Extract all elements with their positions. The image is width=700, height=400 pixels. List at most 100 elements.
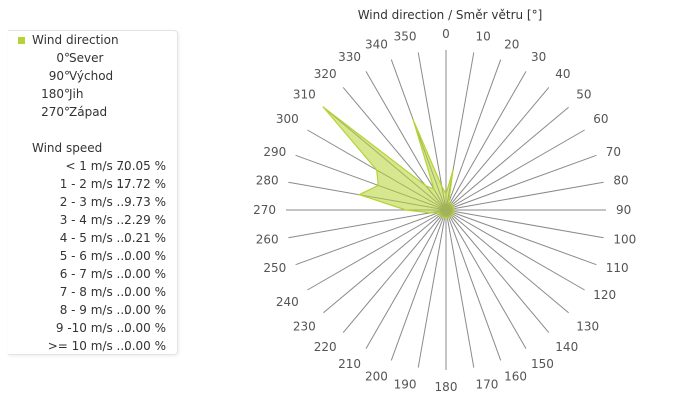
angle-tick-label: 100 xyxy=(613,233,636,247)
data-point[interactable] xyxy=(452,213,454,215)
angle-tick-label: 240 xyxy=(276,295,299,309)
spoke-line xyxy=(307,209,447,291)
data-point[interactable] xyxy=(441,216,443,218)
data-point[interactable] xyxy=(453,209,455,211)
data-point[interactable] xyxy=(358,193,361,196)
angle-tick-label: 0 xyxy=(442,27,450,41)
data-point[interactable] xyxy=(429,212,432,214)
wind-speed-row: 4 - 5 m/s ... 0.21 % xyxy=(8,229,178,247)
speed-range: 3 - 4 m/s ... xyxy=(59,213,128,227)
angle-tick-label: 290 xyxy=(263,145,286,159)
angle-tick-label: 230 xyxy=(293,319,316,333)
data-point[interactable] xyxy=(412,119,415,121)
direction-degree: 180° xyxy=(41,87,70,101)
data-point[interactable] xyxy=(441,185,443,188)
data-point[interactable] xyxy=(437,211,440,214)
spoke-line xyxy=(288,209,447,239)
legend-series-label: Wind direction xyxy=(32,33,119,47)
data-point[interactable] xyxy=(453,207,455,210)
data-point[interactable] xyxy=(433,188,435,190)
legend-direction-row: 0° Sever xyxy=(8,49,178,67)
data-point[interactable] xyxy=(322,106,325,108)
data-point[interactable] xyxy=(424,184,427,187)
angle-tick-label: 60 xyxy=(593,112,608,126)
spoke-line xyxy=(445,129,585,211)
wind-speed-row: 7 - 8 m/s ... 0.00 % xyxy=(8,283,178,301)
wind-speed-row: < 1 m/s ... 70.05 % xyxy=(8,157,178,175)
data-point[interactable] xyxy=(447,216,450,219)
data-point[interactable] xyxy=(439,214,441,216)
legend-direction-row: 270° Západ xyxy=(8,103,178,121)
angle-tick-label: 260 xyxy=(256,233,279,247)
data-point[interactable] xyxy=(451,214,453,216)
data-point[interactable] xyxy=(449,202,451,204)
wind-speed-row: 3 - 4 m/s ... 2.29 % xyxy=(8,211,178,229)
data-point[interactable] xyxy=(442,216,445,219)
data-point[interactable] xyxy=(449,216,451,218)
data-point[interactable] xyxy=(443,217,446,219)
data-point[interactable] xyxy=(450,215,452,217)
data-point[interactable] xyxy=(447,201,450,204)
angle-tick-label: 10 xyxy=(476,30,491,44)
data-point[interactable] xyxy=(377,184,380,187)
angle-tick-label: 270 xyxy=(253,203,276,217)
speed-percentage: 0.00 % xyxy=(124,321,166,335)
wind-direction-area[interactable] xyxy=(322,106,455,219)
spoke-line xyxy=(365,209,447,349)
data-point[interactable] xyxy=(452,205,454,207)
spoke-line xyxy=(417,52,447,211)
speed-range: 6 - 7 m/s ... xyxy=(59,267,128,281)
data-point[interactable] xyxy=(446,217,449,219)
angle-tick-label: 20 xyxy=(504,37,519,51)
data-point[interactable] xyxy=(453,210,455,213)
series-color-swatch xyxy=(18,37,25,44)
speed-percentage: 0.00 % xyxy=(124,339,166,353)
speed-percentage: 0.21 % xyxy=(124,231,166,245)
spoke-line xyxy=(390,209,447,361)
spoke-line xyxy=(445,209,502,361)
data-point[interactable] xyxy=(445,217,447,219)
data-point[interactable] xyxy=(445,193,447,195)
angle-tick-label: 320 xyxy=(314,67,337,81)
angle-tick-label: 250 xyxy=(263,261,286,275)
direction-name: Sever xyxy=(69,51,104,65)
angle-tick-label: 350 xyxy=(394,30,417,44)
data-point[interactable] xyxy=(452,211,455,214)
speed-range: < 1 m/s ... xyxy=(65,159,128,173)
wind-speed-row: 9 -10 m/s ... 0.00 % xyxy=(8,319,178,337)
direction-degree: 0° xyxy=(56,51,70,65)
spoke-line xyxy=(445,154,597,211)
data-point[interactable] xyxy=(452,169,454,172)
direction-name: Jih xyxy=(69,87,84,101)
data-point[interactable] xyxy=(450,203,452,205)
speed-range: 7 - 8 m/s ... xyxy=(59,285,128,299)
speed-percentage: 0.00 % xyxy=(124,267,166,281)
data-point[interactable] xyxy=(451,204,453,206)
speed-percentage: 0.00 % xyxy=(124,249,166,263)
data-point[interactable] xyxy=(452,206,455,209)
angle-tick-label: 170 xyxy=(476,377,499,391)
data-point[interactable] xyxy=(438,213,440,215)
spoke-line xyxy=(445,71,527,211)
legend-direction-row: 180° Jih xyxy=(8,85,178,103)
spoke-line xyxy=(323,209,447,314)
spoke-line xyxy=(445,87,550,211)
angle-tick-label: 190 xyxy=(394,377,417,391)
angle-tick-label: 180 xyxy=(435,380,458,394)
wind-speed-title: Wind speed xyxy=(32,141,103,155)
data-point[interactable] xyxy=(375,169,378,171)
data-point[interactable] xyxy=(440,215,442,217)
angle-tick-label: 300 xyxy=(276,112,299,126)
angle-tick-label: 200 xyxy=(365,370,388,384)
spoke-line xyxy=(445,209,550,333)
speed-percentage: 2.29 % xyxy=(124,213,166,227)
wind-speed-row: 8 - 9 m/s ... 0.00 % xyxy=(8,301,178,319)
speed-percentage: 17.72 % xyxy=(116,177,166,191)
angle-tick-label: 160 xyxy=(504,370,527,384)
spoke-line xyxy=(445,209,585,291)
data-point[interactable] xyxy=(405,209,407,211)
spoke-line xyxy=(342,209,447,333)
speed-percentage: 70.05 % xyxy=(116,159,166,173)
speed-percentage: 0.00 % xyxy=(124,285,166,299)
